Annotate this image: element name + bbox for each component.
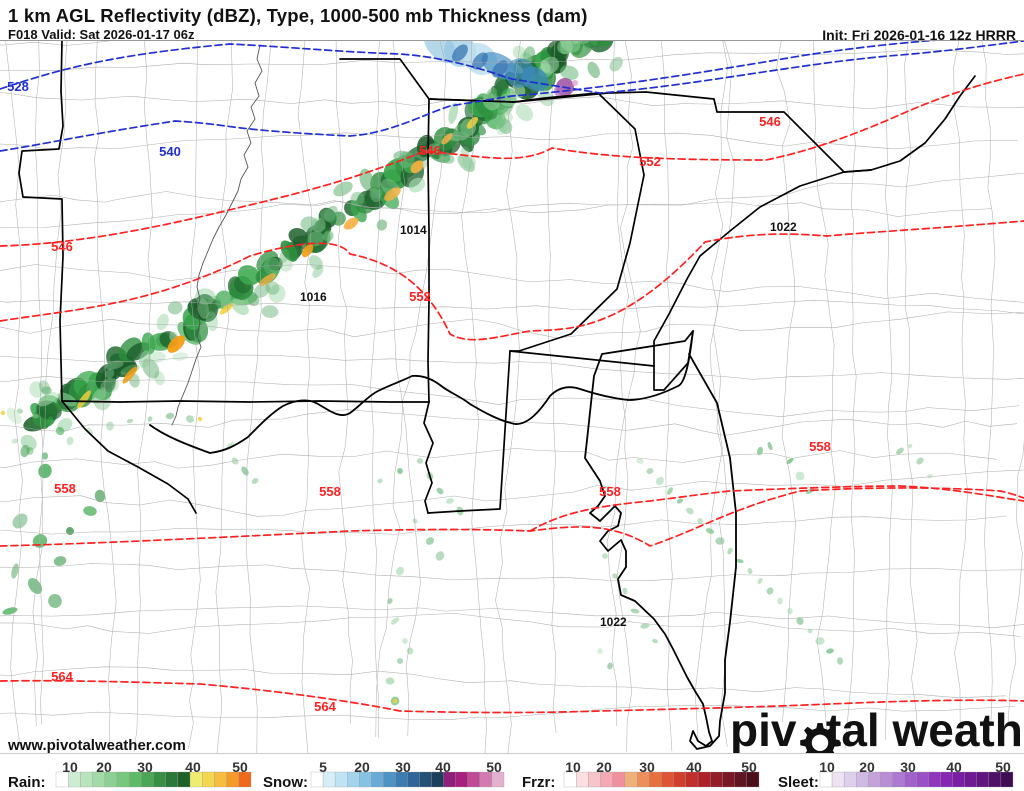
- svg-text:1016: 1016: [300, 290, 327, 304]
- svg-text:piv: piv: [730, 704, 797, 753]
- svg-text:564: 564: [314, 699, 336, 714]
- svg-text:558: 558: [599, 484, 621, 499]
- svg-text:1014: 1014: [400, 223, 427, 237]
- svg-text:tal weather: tal weather: [826, 704, 1024, 753]
- svg-text:528: 528: [7, 79, 29, 94]
- svg-text:552: 552: [409, 289, 431, 304]
- svg-text:546: 546: [759, 114, 781, 129]
- svg-text:558: 558: [809, 439, 831, 454]
- svg-text:540: 540: [159, 144, 181, 159]
- svg-text:1022: 1022: [600, 615, 627, 629]
- svg-text:1022: 1022: [770, 220, 797, 234]
- svg-text:546: 546: [419, 143, 441, 158]
- svg-text:558: 558: [319, 484, 341, 499]
- svg-text:546: 546: [51, 239, 73, 254]
- svg-text:552: 552: [639, 154, 661, 169]
- svg-text:564: 564: [51, 669, 73, 684]
- svg-text:558: 558: [54, 481, 76, 496]
